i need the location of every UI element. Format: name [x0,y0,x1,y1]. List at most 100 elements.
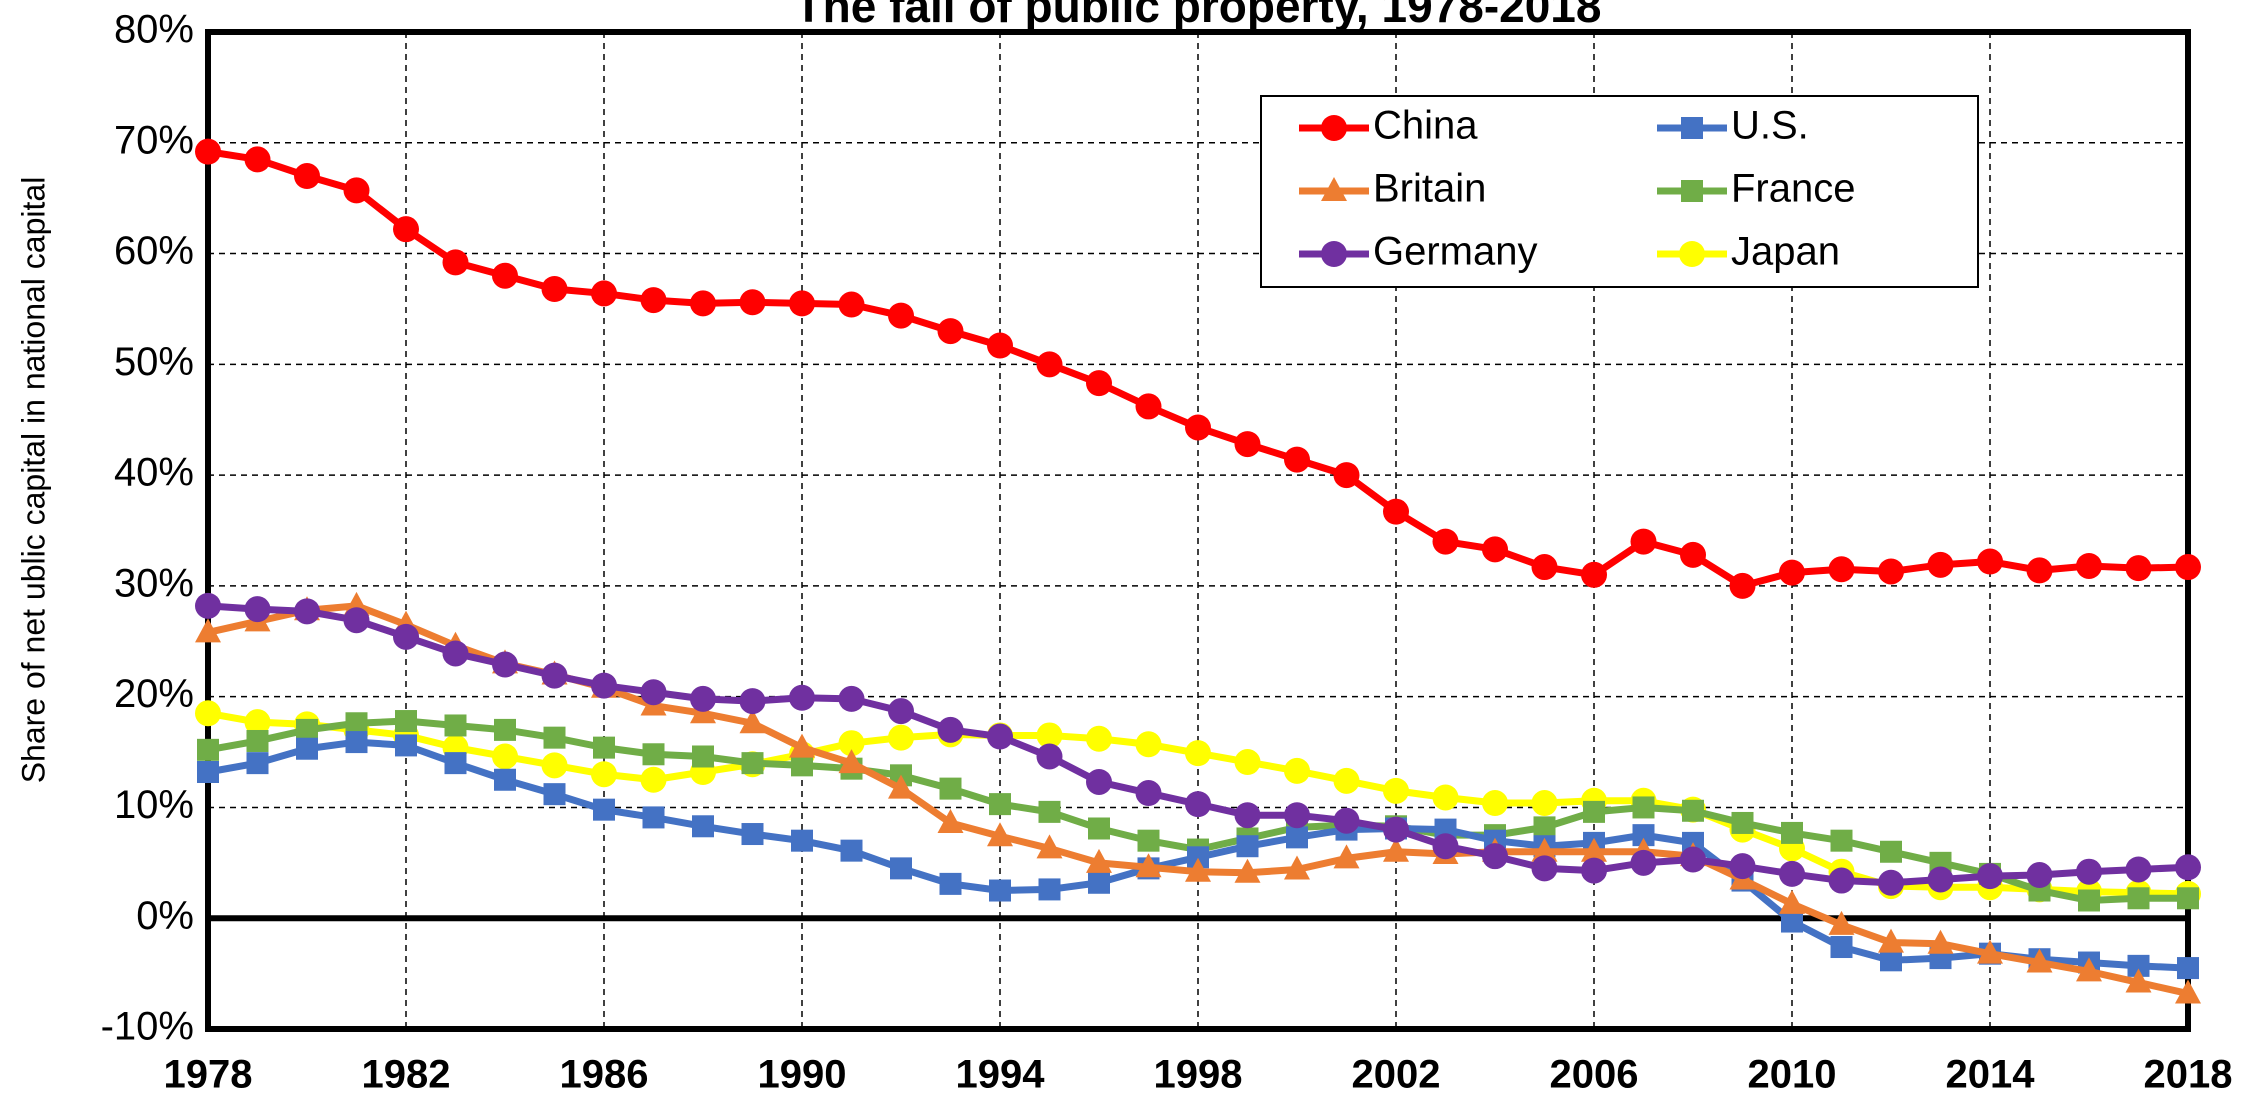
marker [1880,949,1902,972]
marker [195,138,221,165]
marker [1779,860,1805,887]
marker [442,249,469,276]
marker [937,716,964,743]
marker [989,793,1011,816]
y-tick-label: 20% [114,672,194,716]
marker [393,623,419,650]
marker [1185,857,1211,882]
marker [1135,780,1162,807]
x-tick-label: 2010 [1748,1053,1837,1097]
marker [1729,572,1756,599]
y-tick-label: 60% [114,229,194,273]
marker [1432,784,1459,811]
marker [1531,855,1558,882]
marker [838,730,865,757]
marker [640,287,667,314]
marker [1137,829,1160,852]
marker [987,822,1013,847]
legend-label: Germany [1373,230,1538,274]
marker [492,651,518,678]
marker [690,290,716,317]
marker [593,736,615,759]
marker [1681,180,1703,202]
x-tick-label: 1994 [956,1053,1046,1097]
marker [1632,796,1655,819]
y-tick-label: 80% [114,8,194,52]
plot-frame [205,29,2191,1032]
legend-label: France [1731,167,1856,211]
marker [1383,837,1409,862]
marker [343,607,370,634]
marker [1828,910,1855,935]
marker [244,596,271,623]
marker [197,760,219,783]
legend-label: Britain [1373,167,1486,211]
marker [296,737,318,760]
marker [1482,536,1508,563]
marker [1779,559,1805,586]
marker [890,857,912,880]
marker [888,698,914,725]
marker [1088,817,1110,840]
marker [987,332,1013,359]
marker [444,714,467,737]
marker [1333,807,1360,834]
marker [888,302,914,329]
marker [1321,241,1347,267]
marker [1036,351,1063,378]
marker [591,672,617,699]
marker [838,291,865,318]
marker [1977,939,2003,964]
marker [591,761,617,788]
marker [840,839,863,862]
marker [1135,853,1162,878]
marker [244,146,271,173]
y-tick-label: 40% [114,451,194,495]
marker [1383,498,1409,525]
marker [543,726,566,749]
marker [1086,370,1112,397]
marker [1482,790,1508,817]
marker [2127,887,2150,910]
marker [1086,768,1112,795]
marker [1679,241,1705,267]
marker [1086,725,1112,752]
marker [444,752,467,775]
marker [1234,749,1261,776]
marker [541,662,568,689]
marker [1632,824,1655,847]
marker [1878,928,1904,953]
marker [789,290,815,317]
marker [1284,757,1310,784]
marker [1680,846,1706,873]
marker [395,710,417,733]
y-tick-label: 70% [114,118,194,162]
marker [1284,855,1310,880]
series [195,138,2201,599]
y-tick-label: 0% [136,894,194,938]
marker [1284,446,1310,473]
marker [343,177,370,204]
x-tick-label: 2014 [1946,1053,2036,1097]
marker [1828,867,1855,894]
marker [195,700,221,727]
marker [1878,869,1904,896]
marker [1383,777,1409,804]
marker [1581,561,1607,588]
marker [642,806,665,829]
marker [1234,431,1261,458]
marker [2125,555,2152,582]
marker [791,754,813,777]
marker [838,685,865,712]
marker [296,718,318,741]
marker [791,829,813,852]
marker [1432,528,1459,555]
marker [1234,858,1261,883]
marker [1236,835,1259,858]
marker [1286,826,1308,849]
marker [1828,556,1855,583]
marker [1830,936,1853,959]
x-tick-label: 2002 [1352,1053,1441,1097]
marker [692,745,714,768]
marker [1135,731,1162,758]
